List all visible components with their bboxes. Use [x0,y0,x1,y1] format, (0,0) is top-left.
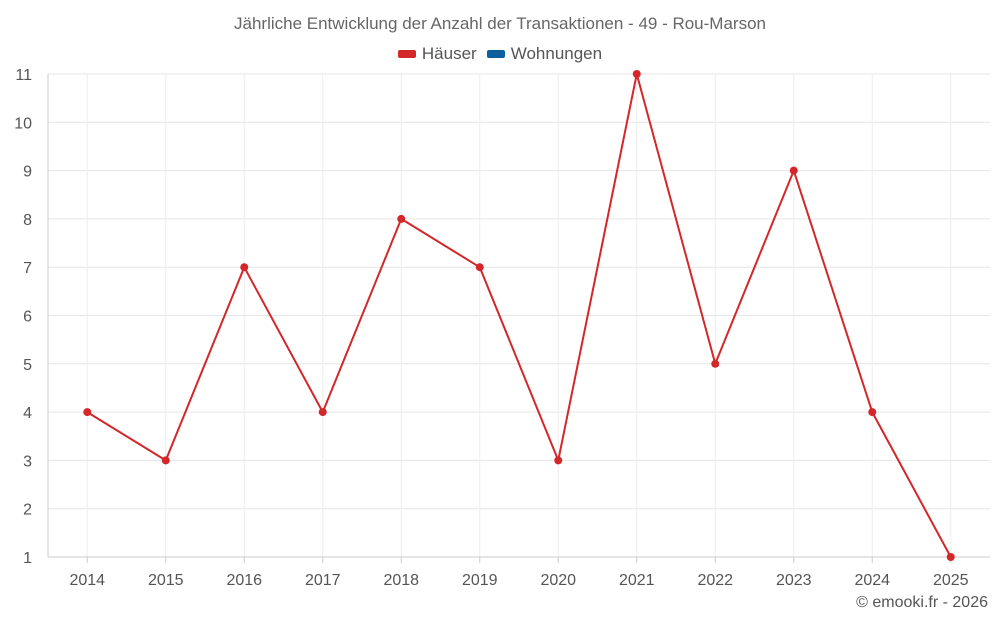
data-point [711,359,720,368]
legend-swatch-haeuser [397,50,416,58]
x-tick-label: 2016 [226,572,262,589]
x-tick-label: 2017 [305,572,341,589]
x-tick-label: 2015 [148,572,184,589]
x-tick-label: 2020 [540,572,576,589]
x-tick-label: 2022 [697,572,733,589]
data-point [632,70,641,78]
x-tick-label: 2014 [69,572,105,589]
y-tick-label: 7 [23,260,32,277]
x-tick-label: 2018 [383,572,419,589]
legend-swatch-wohnungen [486,50,505,58]
y-tick-label: 9 [23,164,32,181]
y-tick-label: 1 [23,550,32,567]
data-point [397,214,406,223]
credit: © emooki.fr - 2026 [856,594,988,611]
x-tick-label: 2025 [933,572,969,589]
legend-item-wohnungen[interactable]: Wohnungen [486,44,603,64]
y-tick-label: 5 [23,357,32,374]
legend-item-haeuser[interactable]: Häuser [397,44,477,64]
data-point [161,456,170,465]
y-tick-label: 6 [23,309,32,326]
y-tick-label: 3 [23,453,32,470]
y-tick-label: 8 [23,212,32,229]
chart-title: Jährliche Entwicklung der Anzahl der Tra… [234,14,766,33]
data-point [240,263,249,272]
data-point [946,553,955,561]
data-point [318,408,327,417]
y-tick-label: 4 [23,405,32,422]
y-tick-label: 2 [23,502,32,519]
y-tick-label: 10 [14,115,32,132]
data-point [868,408,877,417]
legend-label-haeuser: Häuser [421,44,477,63]
data-point [475,263,484,272]
y-tick-label: 11 [15,67,32,84]
legend: Häuser Wohnungen [0,44,1000,64]
x-tick-label: 2019 [462,572,498,589]
data-point [789,166,798,175]
data-point [83,408,92,417]
x-tick-label: 2024 [854,572,890,589]
legend-label-wohnungen: Wohnungen [510,44,603,63]
data-point [554,456,563,465]
x-tick-label: 2023 [776,572,812,589]
x-tick-label: 2021 [619,572,655,589]
series-line-0 [86,73,952,558]
